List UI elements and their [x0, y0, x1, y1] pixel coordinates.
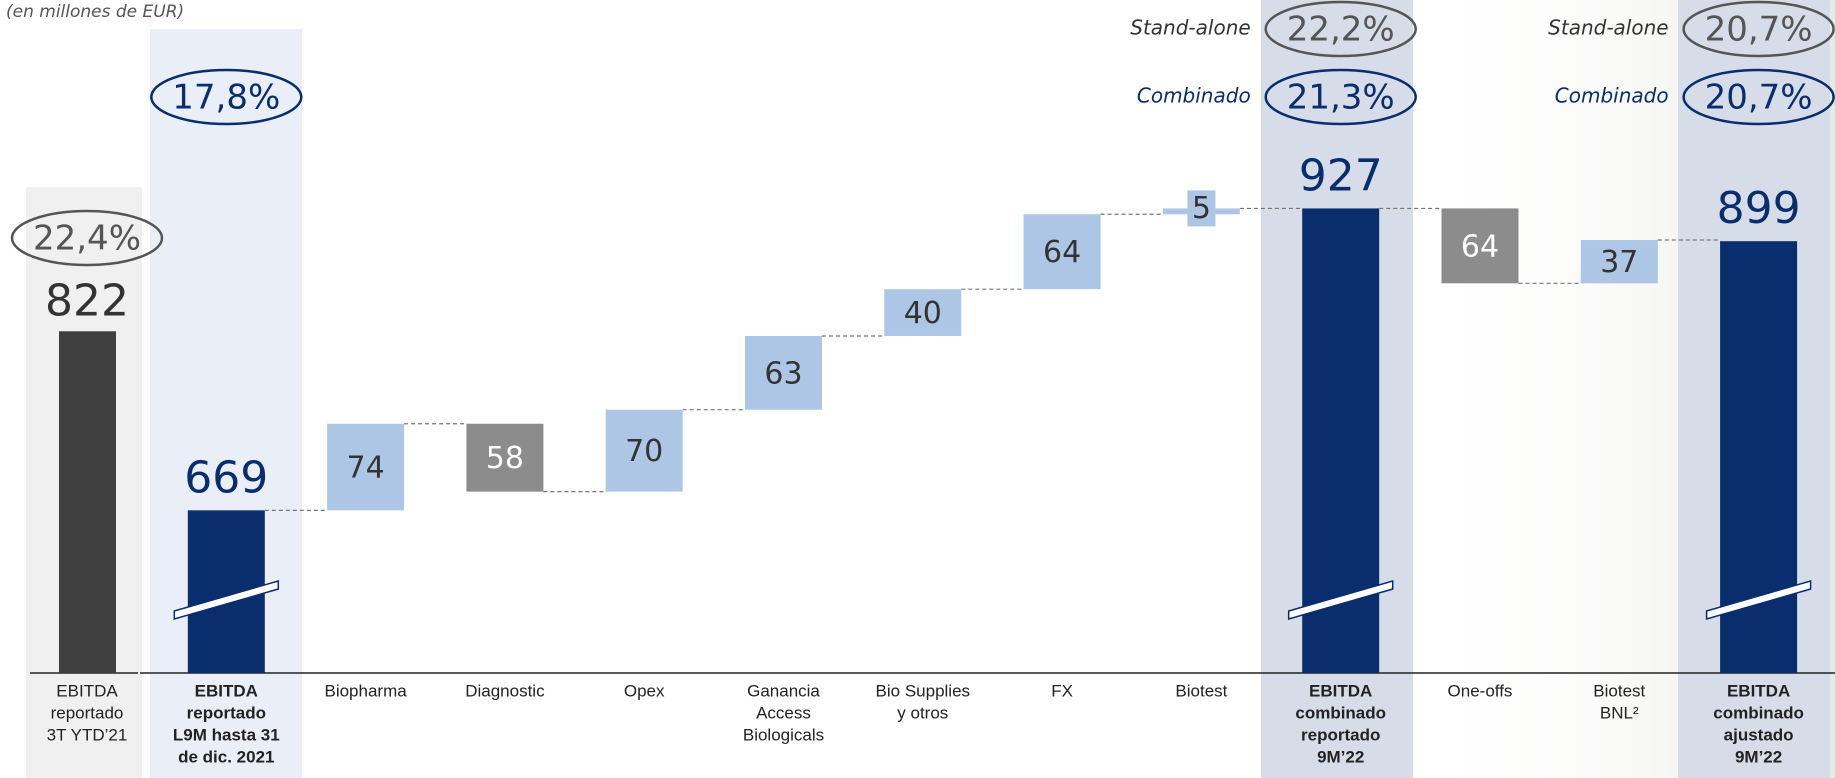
margin-label: 22,4% [33, 219, 141, 259]
value-label-box [1187, 190, 1216, 227]
bar [1023, 214, 1101, 290]
x-tick-label: Diagnostic [465, 681, 545, 700]
value-label: 64 [1461, 229, 1499, 264]
bar [466, 423, 544, 492]
margin-oval [1264, 0, 1417, 58]
margin-oval [1264, 68, 1417, 126]
margin-label: 20,7% [1705, 10, 1813, 50]
x-tick-label: EBITDA [56, 681, 118, 700]
x-tick-label: de dic. 2021 [178, 747, 274, 766]
x-tick-label: L9M hasta 31 [173, 725, 280, 744]
x-tick-label: Bio Supplies [876, 681, 971, 700]
margin-caption: Stand-alone [1130, 16, 1250, 40]
margin-label: 20,7% [1705, 78, 1813, 118]
margin-caption: Combinado [1555, 84, 1669, 108]
margin-label: 17,8% [172, 78, 280, 118]
x-tick-label: EBITDA [1309, 681, 1372, 700]
margin-oval [10, 209, 164, 267]
subtitle: (en millones de EUR) [6, 2, 184, 22]
value-label: 40 [904, 296, 942, 331]
x-tick-label: reportado [1301, 725, 1380, 744]
value-label: 5 [1192, 191, 1211, 226]
x-tick-label: ajustado [1724, 725, 1794, 744]
x-tick-label: One-offs [1448, 681, 1513, 700]
margin-label: 21,3% [1287, 78, 1395, 118]
x-tick-label: FX [1051, 681, 1073, 700]
bar [327, 423, 405, 511]
margin-oval [150, 68, 303, 126]
x-tick-label: Biotest [1593, 681, 1645, 700]
x-tick-label: Biologicals [743, 725, 824, 744]
margin-oval [1682, 68, 1835, 126]
x-tick-label: Opex [624, 681, 665, 700]
x-tick-label: 9M’22 [1735, 747, 1782, 766]
margin-label: 22,2% [1287, 10, 1395, 50]
value-label: 63 [764, 356, 802, 391]
margin-oval [1682, 0, 1835, 58]
x-tick-label: Biopharma [324, 681, 407, 700]
value-label: 64 [1043, 235, 1081, 270]
x-tick-label: EBITDA [195, 681, 258, 700]
margin-caption: Stand-alone [1548, 16, 1668, 40]
value-label: 899 [1717, 183, 1801, 234]
axis-break [1705, 580, 1812, 620]
axis-break [1287, 580, 1394, 620]
value-label: 74 [347, 451, 385, 486]
bar [1580, 240, 1658, 284]
x-tick-label: reportado [187, 703, 266, 722]
x-tick-label: Access [756, 703, 811, 722]
value-label: 70 [625, 434, 663, 469]
x-tick-label: combinado [1713, 703, 1804, 722]
x-tick-label: EBITDA [1727, 681, 1790, 700]
x-tick-label: Ganancia [747, 681, 820, 700]
value-label: 669 [184, 452, 268, 503]
bar [745, 335, 822, 410]
bar [605, 409, 683, 492]
bar [1441, 208, 1519, 284]
bar [59, 331, 116, 673]
bar [884, 289, 962, 336]
value-label: 822 [45, 275, 129, 326]
value-label: 37 [1600, 245, 1638, 280]
x-tick-label: 3T YTD’21 [47, 725, 128, 744]
x-tick-label: y otros [897, 703, 948, 722]
value-label: 927 [1299, 150, 1383, 201]
value-label: 58 [486, 441, 524, 476]
x-tick-label: reportado [51, 703, 124, 722]
margin-caption: Combinado [1137, 84, 1251, 108]
x-tick-label: combinado [1295, 703, 1386, 722]
axis-break [173, 580, 280, 620]
x-tick-label: Biotest [1175, 681, 1227, 700]
x-tick-label: 9M’22 [1317, 747, 1364, 766]
x-tick-label: BNL² [1600, 703, 1639, 722]
